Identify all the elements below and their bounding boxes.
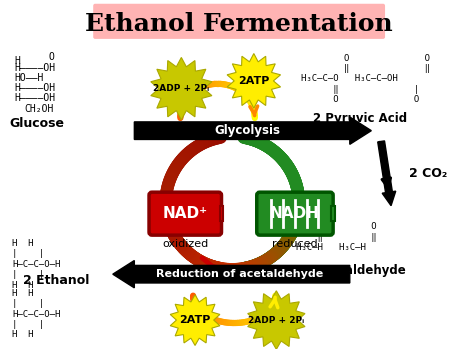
Text: 2ATP: 2ATP xyxy=(179,315,211,325)
FancyBboxPatch shape xyxy=(149,192,221,235)
Polygon shape xyxy=(151,58,212,120)
Text: 2 Ethanol: 2 Ethanol xyxy=(23,274,89,287)
Polygon shape xyxy=(248,291,305,349)
Text: O              O
        ‖              ‖
H₃C–C–O   H₃C–C–OH
      ‖            : O O ‖ ‖ H₃C–C–O H₃C–C–OH ‖ xyxy=(301,54,430,104)
Text: oxidized: oxidized xyxy=(162,239,209,249)
FancyBboxPatch shape xyxy=(219,206,223,221)
Text: Glucose: Glucose xyxy=(9,117,64,130)
Polygon shape xyxy=(227,54,281,108)
Polygon shape xyxy=(170,295,220,345)
FancyArrow shape xyxy=(378,141,396,206)
Text: 2 Acetaldehyde: 2 Acetaldehyde xyxy=(303,264,406,277)
Text: Glycolysis: Glycolysis xyxy=(214,124,280,137)
Text: H: H xyxy=(15,56,21,66)
FancyArrow shape xyxy=(113,261,350,288)
Text: O         O
    ‖         ‖
H₃C–H   H₃C–H: O O ‖ ‖ H₃C–H H₃C–H xyxy=(296,223,376,252)
FancyBboxPatch shape xyxy=(257,192,333,235)
Text: 2ATP: 2ATP xyxy=(238,76,270,86)
Text: 2ADP + 2Pᵢ: 2ADP + 2Pᵢ xyxy=(153,84,210,93)
Text: Ethanol Fermentation: Ethanol Fermentation xyxy=(85,12,393,36)
Text: CH₂OH: CH₂OH xyxy=(25,104,54,114)
Text: NADH: NADH xyxy=(270,206,320,221)
Text: reduced: reduced xyxy=(272,239,318,249)
FancyBboxPatch shape xyxy=(93,4,385,39)
Text: NAD⁺: NAD⁺ xyxy=(163,206,208,221)
FancyArrow shape xyxy=(134,117,371,144)
Text: 2 CO₂: 2 CO₂ xyxy=(409,167,447,180)
Text: H  H
|    |
H–C–C–O–H
|    |
H  H: H H | | H–C–C–O–H | | H H xyxy=(12,289,60,339)
Text: 2ADP + 2Pᵢ: 2ADP + 2Pᵢ xyxy=(248,316,304,324)
Text: H––––OH: H––––OH xyxy=(15,83,56,93)
Text: HO––H: HO––H xyxy=(15,73,44,83)
Text: H  H
|    |
H–C–C–O–H
|    |
H  H: H H | | H–C–C–O–H | | H H xyxy=(12,239,60,290)
Text: H––––OH: H––––OH xyxy=(15,63,56,73)
Text: H––––OH: H––––OH xyxy=(15,93,56,103)
Text: Reduction of acetaldehyde: Reduction of acetaldehyde xyxy=(156,269,324,279)
Text: O: O xyxy=(48,51,54,61)
FancyBboxPatch shape xyxy=(331,206,335,221)
Text: 2 Pyruvic Acid: 2 Pyruvic Acid xyxy=(312,112,407,125)
